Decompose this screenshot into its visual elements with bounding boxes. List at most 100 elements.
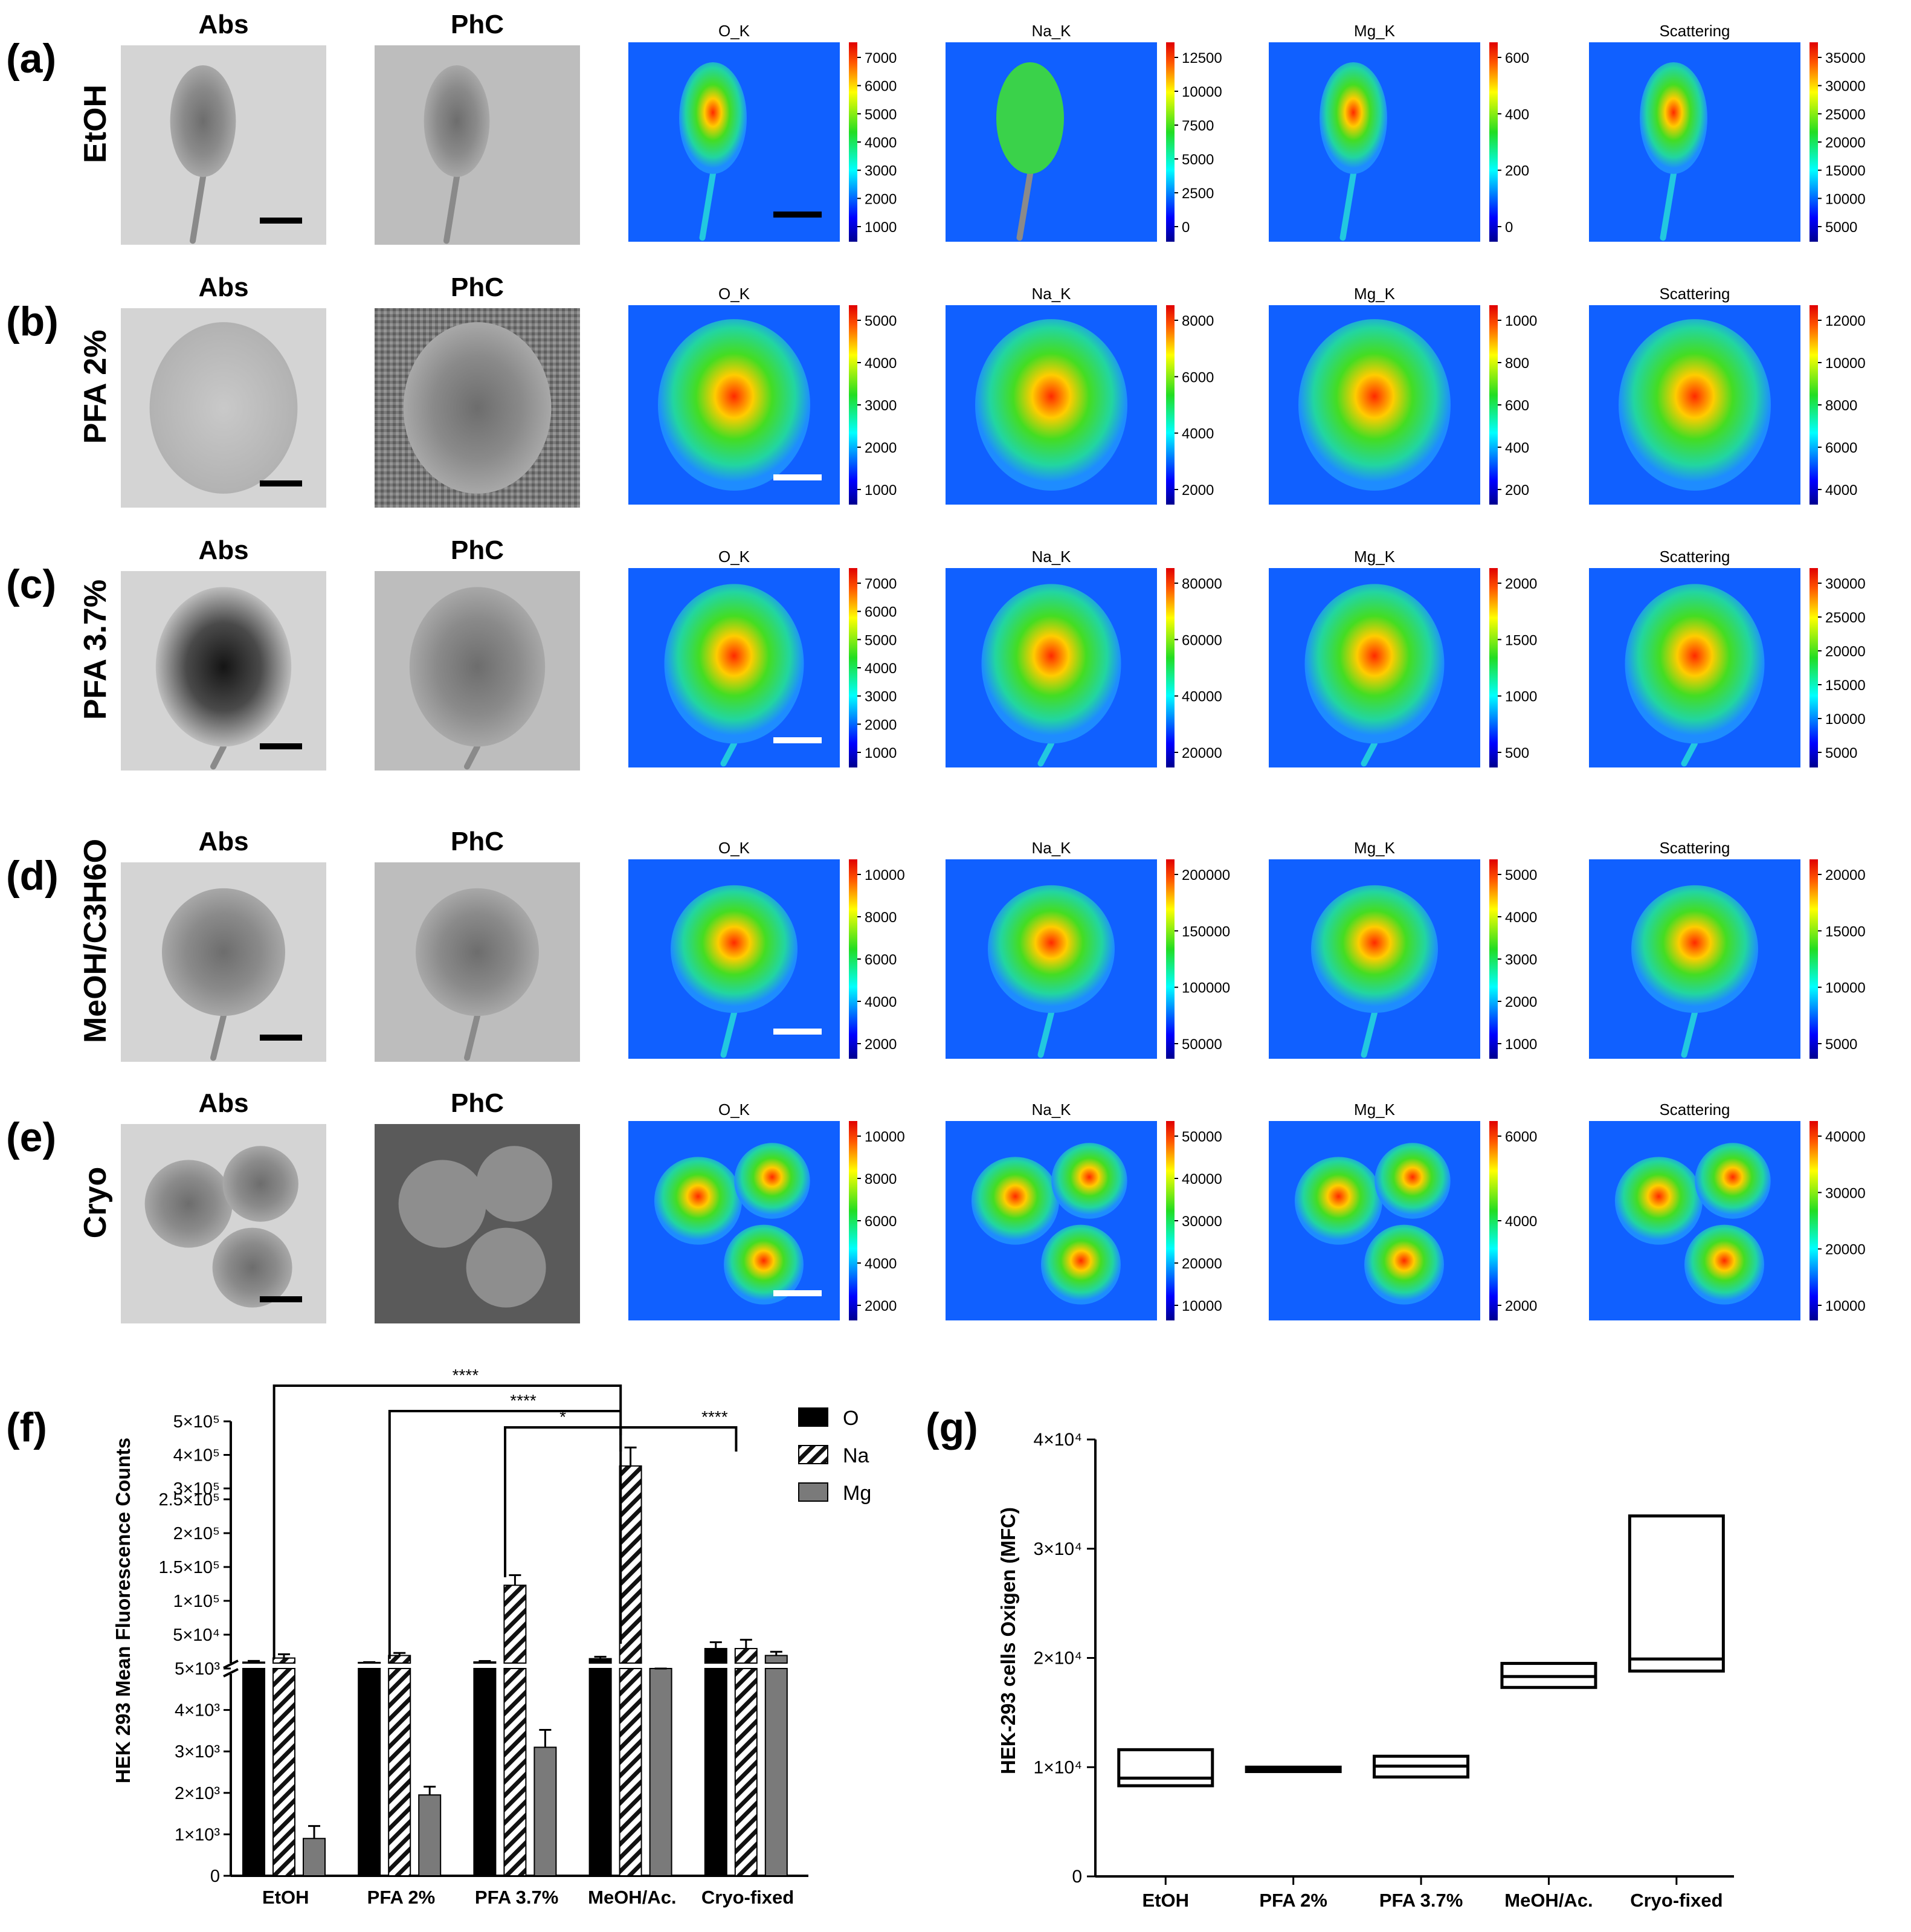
map-title: Mg_K bbox=[1354, 285, 1396, 303]
bar bbox=[242, 1661, 265, 1664]
colorbar-tick-label: 7500 bbox=[1182, 118, 1214, 134]
colorbar-tick-label: 2500 bbox=[1182, 186, 1214, 202]
map-cell bbox=[1298, 319, 1451, 491]
map-cell bbox=[664, 584, 804, 744]
legend-swatch bbox=[798, 1407, 828, 1427]
colorbar bbox=[1166, 305, 1175, 505]
colorbar-tick-label: 3000 bbox=[865, 689, 897, 705]
y-tick-label: 5×10³ bbox=[175, 1659, 220, 1679]
colorbar bbox=[1809, 305, 1818, 505]
colorbar-tick-label: 5000 bbox=[865, 313, 897, 329]
colorbar-tick-label: 4000 bbox=[1825, 482, 1857, 499]
colorbar-tick-label: 50000 bbox=[1182, 1129, 1222, 1145]
colorbar-tick-label: 3000 bbox=[1505, 952, 1537, 968]
colorbar-tick-label: 5000 bbox=[865, 632, 897, 648]
row-label: PFA 2% bbox=[78, 330, 113, 444]
colorbar-tick-label: 1000 bbox=[1505, 313, 1537, 329]
map-cell bbox=[654, 1157, 743, 1245]
map-title: Na_K bbox=[1031, 1100, 1071, 1119]
y-tick-label: 1×10⁵ bbox=[173, 1592, 220, 1611]
colorbar-tick-label: 2000 bbox=[865, 191, 897, 207]
colorbar-tick-label: 8000 bbox=[865, 909, 897, 926]
map-title: Scattering bbox=[1659, 548, 1730, 566]
colorbar-tick-label: 1000 bbox=[1505, 689, 1537, 705]
map-cell bbox=[724, 1224, 804, 1305]
colorbar-tick-label: 5000 bbox=[1182, 152, 1214, 168]
colorbar-tick-label: 200 bbox=[1505, 482, 1529, 499]
colorbar-tick-label: 30000 bbox=[1825, 576, 1866, 592]
map-cell bbox=[1041, 1224, 1121, 1305]
box bbox=[1117, 1748, 1214, 1788]
colorbar-tick-label: 600 bbox=[1505, 398, 1529, 414]
colorbar-tick-label: 80000 bbox=[1182, 576, 1222, 592]
colorbar-tick-label: 50000 bbox=[1182, 1036, 1222, 1053]
map-cell bbox=[1304, 584, 1445, 744]
bar bbox=[588, 1658, 612, 1664]
bar bbox=[649, 1668, 672, 1876]
map-title: Mg_K bbox=[1354, 839, 1396, 857]
scale-bar bbox=[260, 1035, 302, 1041]
y-tick-label: 1×10⁴ bbox=[1034, 1757, 1082, 1777]
y-tick-label: 3×10³ bbox=[175, 1742, 220, 1762]
map-title: Scattering bbox=[1659, 22, 1730, 40]
map-cell-process bbox=[1361, 740, 1378, 767]
row-label: Cryo bbox=[78, 1167, 113, 1238]
x-tick-label: Cryo-fixed bbox=[701, 1887, 794, 1908]
colorbar-tick-label: 12500 bbox=[1182, 50, 1222, 66]
significance-bracket bbox=[388, 1410, 622, 1659]
phc-cell-process bbox=[464, 1013, 480, 1061]
map-cell bbox=[671, 885, 798, 1013]
x-tick-label: PFA 2% bbox=[367, 1887, 436, 1908]
colorbar bbox=[849, 568, 857, 767]
colorbar-tick-label: 20000 bbox=[1825, 644, 1866, 660]
colorbar-tick-label: 5000 bbox=[1505, 867, 1537, 884]
map-title: Na_K bbox=[1031, 285, 1071, 303]
bar bbox=[734, 1668, 758, 1876]
colorbar-tick-label: 40000 bbox=[1182, 1171, 1222, 1187]
colorbar-tick-label: 4000 bbox=[865, 994, 897, 1010]
column-title-phc: PhC bbox=[451, 535, 504, 565]
phc-cell bbox=[424, 65, 490, 177]
bar bbox=[388, 1655, 411, 1664]
map-cell-process bbox=[1681, 740, 1698, 767]
colorbar-tick-label: 4000 bbox=[1505, 909, 1537, 926]
map-title: O_K bbox=[718, 22, 750, 40]
bar bbox=[734, 1647, 758, 1664]
map-cell bbox=[981, 584, 1121, 744]
colorbar-tick-label: 2000 bbox=[865, 440, 897, 456]
map-cell bbox=[658, 319, 810, 491]
colorbar-tick-label: 6000 bbox=[865, 79, 897, 95]
panel-letter-g: (g) bbox=[926, 1404, 978, 1450]
map-cell-process bbox=[1037, 740, 1054, 767]
map-title: Mg_K bbox=[1354, 548, 1396, 566]
colorbar-tick-label: 4000 bbox=[865, 135, 897, 151]
legend-label: Mg bbox=[843, 1482, 871, 1505]
abs-cell bbox=[212, 1227, 292, 1308]
bar bbox=[533, 1746, 557, 1877]
map-cell bbox=[1320, 62, 1387, 174]
bar bbox=[704, 1647, 727, 1664]
map-title: O_K bbox=[718, 548, 750, 566]
panel-letter-f: (f) bbox=[6, 1404, 47, 1450]
map-title: Scattering bbox=[1659, 285, 1730, 303]
colorbar-tick-label: 10000 bbox=[1182, 84, 1222, 100]
map-cell bbox=[1311, 885, 1438, 1013]
column-title-abs: Abs bbox=[198, 827, 248, 856]
map-cell bbox=[971, 1157, 1060, 1245]
axis-break bbox=[223, 1659, 239, 1669]
map-cell bbox=[679, 62, 747, 174]
colorbar bbox=[1489, 305, 1498, 505]
colorbar-tick-label: 6000 bbox=[865, 1213, 897, 1230]
colorbar-tick-label: 10000 bbox=[1825, 355, 1866, 372]
y-tick-label: 2.5×10⁵ bbox=[158, 1490, 220, 1510]
map-title: O_K bbox=[718, 839, 750, 857]
scale-bar bbox=[260, 1296, 302, 1302]
map-cell bbox=[1631, 885, 1758, 1013]
map-cell-process bbox=[1037, 1010, 1054, 1058]
colorbar-tick-label: 200000 bbox=[1182, 867, 1230, 884]
colorbar-tick-label: 35000 bbox=[1825, 50, 1866, 66]
colorbar-tick-label: 8000 bbox=[865, 1171, 897, 1187]
colorbar-tick-label: 4000 bbox=[865, 355, 897, 372]
y-tick-label: 4×10⁵ bbox=[173, 1446, 220, 1465]
